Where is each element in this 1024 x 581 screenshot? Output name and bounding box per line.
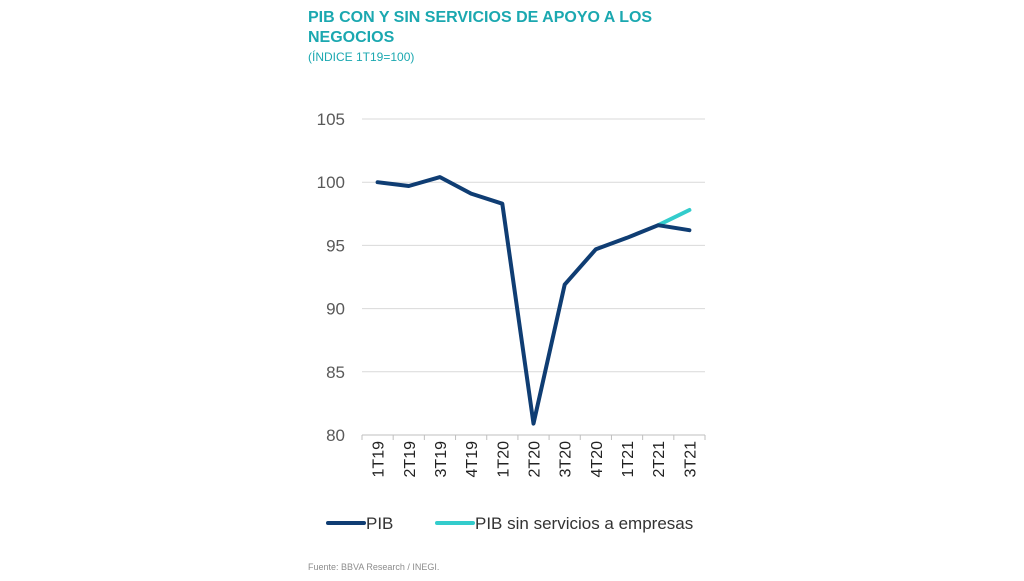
- legend-label: PIB sin servicios a empresas: [475, 514, 693, 533]
- grid-lines: [362, 118, 705, 373]
- legend-label: PIB: [366, 514, 393, 533]
- legend: PIB PIB sin servicios a empresas: [326, 514, 693, 533]
- x-tick-label: 4T19: [464, 441, 481, 478]
- x-tick-label: 4T20: [589, 441, 606, 478]
- x-tick-label: 2T21: [651, 441, 668, 478]
- x-tick-label: 3T19: [433, 441, 450, 478]
- x-tick-label: 2T19: [402, 441, 419, 478]
- x-tick-label: 1T21: [620, 441, 637, 478]
- x-tick-label: 3T21: [682, 441, 699, 478]
- series-line-pib: [375, 175, 692, 426]
- y-tick-label: 105: [317, 110, 345, 129]
- chart-title: PIB CON Y SIN SERVICIOS DE APOYO A LOS N…: [308, 9, 653, 46]
- axes: 80 85 90 95 100 105 1T19 2T19 3T19 4T19 1T20 2T20 3T…: [317, 110, 706, 478]
- y-tick-label: 95: [326, 236, 345, 255]
- chart-subtitle: (ÍNDICE 1T19=100): [308, 50, 415, 64]
- y-tick-label: 100: [317, 173, 345, 192]
- y-tick-label: 85: [326, 363, 345, 382]
- source-note: Fuente: BBVA Research / INEGI.: [308, 562, 440, 572]
- x-tick-label: 2T20: [527, 441, 544, 478]
- y-tick-label: 80: [326, 426, 345, 445]
- x-tick-label: 3T20: [558, 441, 575, 478]
- y-tick-label: 90: [326, 300, 345, 319]
- series-lines: [375, 175, 692, 426]
- x-tick-label: 1T20: [495, 441, 512, 478]
- series-line-pib-sin-servicios-a-empresas: [656, 208, 692, 228]
- x-tick-label: 1T19: [371, 441, 388, 478]
